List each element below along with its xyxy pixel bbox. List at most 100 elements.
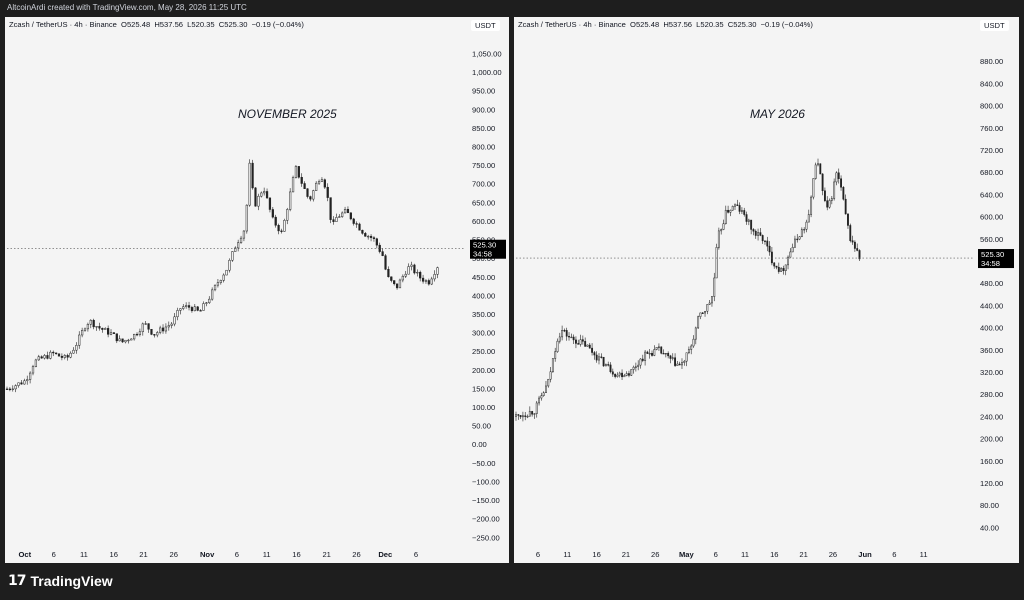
candle-body xyxy=(515,414,517,417)
candle-body xyxy=(842,187,845,200)
candle-body xyxy=(433,274,436,280)
chart-panel-right[interactable]: Zcash / TetherUS · 4h · Binance O525.48 … xyxy=(514,17,1019,563)
candle-body xyxy=(291,177,295,193)
candle-body xyxy=(628,373,630,376)
candle-body xyxy=(616,374,619,377)
y-tick-label: 800.00 xyxy=(472,142,495,151)
candle-body xyxy=(777,266,780,272)
candle-body xyxy=(803,229,806,231)
y-tick-label: 300.00 xyxy=(472,329,495,338)
candle-body xyxy=(701,312,704,314)
chart-legend: Zcash / TetherUS · 4h · Binance O525.48 … xyxy=(518,20,813,29)
candle-body xyxy=(817,163,819,166)
candle-body xyxy=(257,195,260,207)
candle-body xyxy=(577,343,580,345)
candle-body xyxy=(312,190,315,200)
candle-body xyxy=(265,191,269,199)
candle-body xyxy=(222,274,225,281)
candle-body xyxy=(699,312,702,317)
price-label-box xyxy=(978,249,1014,269)
candle-body xyxy=(738,205,741,212)
candle-body xyxy=(81,330,84,336)
legend-high: H537.56 xyxy=(154,20,184,29)
candle-body xyxy=(317,181,321,184)
candle-body xyxy=(124,339,127,343)
tradingview-logo-icon: 17 xyxy=(8,573,27,589)
chart-title: NOVEMBER 2025 xyxy=(238,107,337,121)
candle-body xyxy=(671,357,674,359)
candle-body xyxy=(109,332,113,335)
candle-body xyxy=(367,235,370,238)
candle-body xyxy=(416,271,419,274)
y-tick-label: 800.00 xyxy=(980,102,1003,111)
legend-symbol: Zcash / TetherUS · 4h · Binance xyxy=(518,20,626,29)
candle-body xyxy=(283,220,286,232)
candle-body xyxy=(234,247,237,252)
tradingview-logo[interactable]: 17 TradingView xyxy=(8,573,113,589)
legend-change: −0.19 (−0.04%) xyxy=(760,20,813,29)
candle-body xyxy=(598,356,600,361)
x-tick-label: 21 xyxy=(622,550,630,559)
candle-body xyxy=(150,328,153,335)
candle-body xyxy=(107,328,110,335)
price-label-countdown: 34:58 xyxy=(981,259,1000,268)
y-tick-label: 600.00 xyxy=(472,217,495,226)
chart-canvas-left[interactable]: 1,050.00 1,000.00 950.00 900.00 850.00 800.00… xyxy=(5,17,509,563)
candle-body xyxy=(372,237,376,239)
candle-body xyxy=(326,186,329,198)
candle-body xyxy=(526,415,529,418)
candle-body xyxy=(669,355,672,359)
candle-body xyxy=(644,351,647,361)
candle-body xyxy=(740,210,743,212)
chart-canvas-right[interactable]: 880.00840.00800.00760.00720.00680.00640.… xyxy=(514,17,1019,563)
candle-body xyxy=(401,275,404,281)
y-tick-label: 720.00 xyxy=(980,146,1003,155)
legend-open: O525.48 xyxy=(121,20,151,29)
candle-body xyxy=(170,323,173,326)
candle-body xyxy=(138,331,142,335)
candle-body xyxy=(421,277,425,282)
candle-body xyxy=(766,240,769,247)
candle-body xyxy=(639,358,642,366)
candle-body xyxy=(43,355,46,359)
x-tick-label: 11 xyxy=(920,550,928,559)
candle-body xyxy=(551,358,554,372)
currency-unit: USDT xyxy=(980,20,1009,31)
candle-body xyxy=(752,229,755,232)
legend-close: C525.30 xyxy=(218,20,248,29)
candle-body xyxy=(297,166,300,178)
y-tick-label: 900.00 xyxy=(472,105,495,114)
y-tick-label: 760.00 xyxy=(980,124,1003,133)
candle-body xyxy=(840,178,842,188)
candle-body xyxy=(315,182,318,191)
candle-body xyxy=(549,371,552,380)
candle-body xyxy=(775,265,778,268)
y-tick-label: 200.00 xyxy=(980,435,1003,444)
candle-body xyxy=(535,402,538,414)
x-tick-label: 26 xyxy=(169,550,177,559)
chart-panel-left[interactable]: Zcash / TetherUS · 4h · Binance O525.48 … xyxy=(5,17,509,563)
candle-body xyxy=(625,373,628,376)
candle-body xyxy=(309,196,312,200)
candle-body xyxy=(341,212,344,217)
candle-body xyxy=(540,395,543,399)
candle-body xyxy=(683,360,686,363)
candle-body xyxy=(849,225,852,241)
y-tick-label: 600.00 xyxy=(980,213,1003,222)
candle-body xyxy=(812,178,815,198)
y-tick-label: 280.00 xyxy=(980,390,1003,399)
y-tick-label: 480.00 xyxy=(980,279,1003,288)
candle-body xyxy=(37,356,40,361)
candle-body xyxy=(78,334,81,346)
candle-body xyxy=(11,388,14,390)
x-tick-label: 16 xyxy=(292,550,300,559)
y-tick-label: 200.00 xyxy=(472,366,495,375)
candle-body xyxy=(690,345,693,350)
candle-body xyxy=(329,197,332,220)
candle-body xyxy=(708,302,711,305)
candle-body xyxy=(676,363,679,366)
candle-body xyxy=(338,216,341,218)
candle-body xyxy=(69,352,72,358)
candle-body xyxy=(228,259,231,271)
candle-body xyxy=(715,247,718,279)
